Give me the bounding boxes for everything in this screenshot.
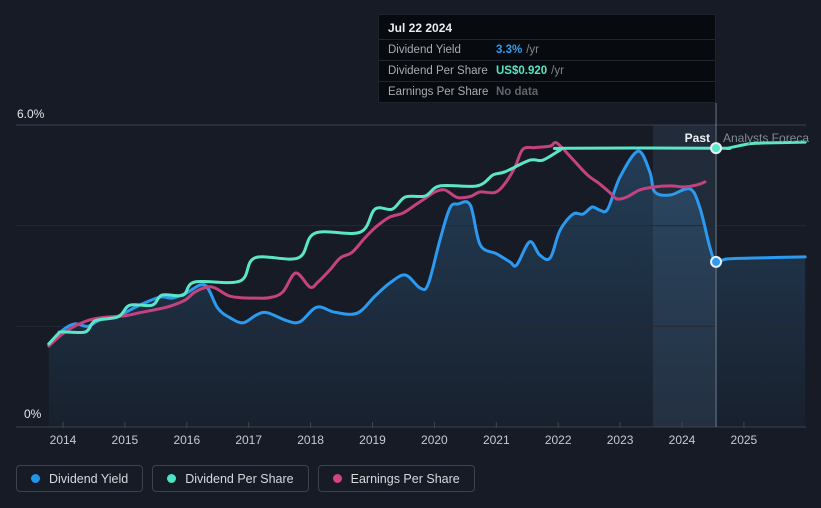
legend-dividend-yield[interactable]: Dividend Yield: [16, 465, 144, 492]
legend-dividend-per-share[interactable]: Dividend Per Share: [152, 465, 309, 492]
legend: Dividend Yield Dividend Per Share Earnin…: [16, 465, 475, 492]
dividend-yield-marker: [710, 255, 723, 268]
x-axis-label-2021: 2021: [482, 433, 510, 447]
tooltip-value: US$0.920/yr: [496, 65, 564, 77]
x-axis-label-2024: 2024: [668, 433, 696, 447]
x-axis-label-2017: 2017: [235, 433, 263, 447]
tooltip-value: No data: [496, 86, 539, 98]
tooltip-value: 3.3%/yr: [496, 44, 539, 56]
tooltip-row-dividend-yield: Dividend Yield 3.3%/yr: [379, 39, 715, 60]
tooltip-label: Earnings Per Share: [388, 86, 489, 98]
x-axis-label-2020: 2020: [421, 433, 448, 447]
tooltip-row-earnings-per-share: Earnings Per Share No data: [379, 81, 715, 102]
tooltip: Jul 22 2024 Dividend Yield 3.3%/yr Divid…: [378, 14, 716, 103]
y-axis-label-bottom: 0%: [24, 407, 42, 421]
dividend-per-share-line: [47, 140, 807, 346]
legend-label: Earnings Per Share: [350, 471, 460, 486]
dividend-yield-dot-icon: [31, 474, 40, 483]
x-axis-label-2016: 2016: [173, 433, 201, 447]
x-axis-label-2015: 2015: [111, 433, 139, 447]
earnings-per-share-line: [47, 141, 707, 348]
earnings-per-share-dot-icon: [332, 474, 342, 483]
dividend-per-share-dot-icon: [167, 474, 177, 483]
x-axis-label-2018: 2018: [297, 433, 324, 447]
tooltip-label: Dividend Yield: [388, 44, 461, 56]
legend-label: Dividend Per Share: [185, 471, 294, 486]
y-axis-label-top: 6.0%: [17, 107, 45, 121]
x-axis-label-2025: 2025: [730, 433, 758, 447]
tooltip-label: Dividend Per Share: [388, 65, 488, 77]
tooltip-date: Jul 22 2024: [388, 21, 453, 35]
x-axis-label-2022: 2022: [544, 433, 572, 447]
x-axis-label-2014: 2014: [49, 433, 77, 447]
legend-label: Dividend Yield: [49, 471, 129, 486]
past-label: Past: [684, 131, 710, 145]
tooltip-row-dividend-per-share: Dividend Per Share US$0.920/yr: [379, 60, 715, 81]
legend-earnings-per-share[interactable]: Earnings Per Share: [317, 465, 475, 492]
analysts-forecast-label: Analysts Foreca: [723, 131, 810, 145]
dividend-per-share-marker: [710, 142, 723, 155]
x-axis-label-2019: 2019: [359, 433, 386, 447]
x-axis-label-2023: 2023: [606, 433, 634, 447]
